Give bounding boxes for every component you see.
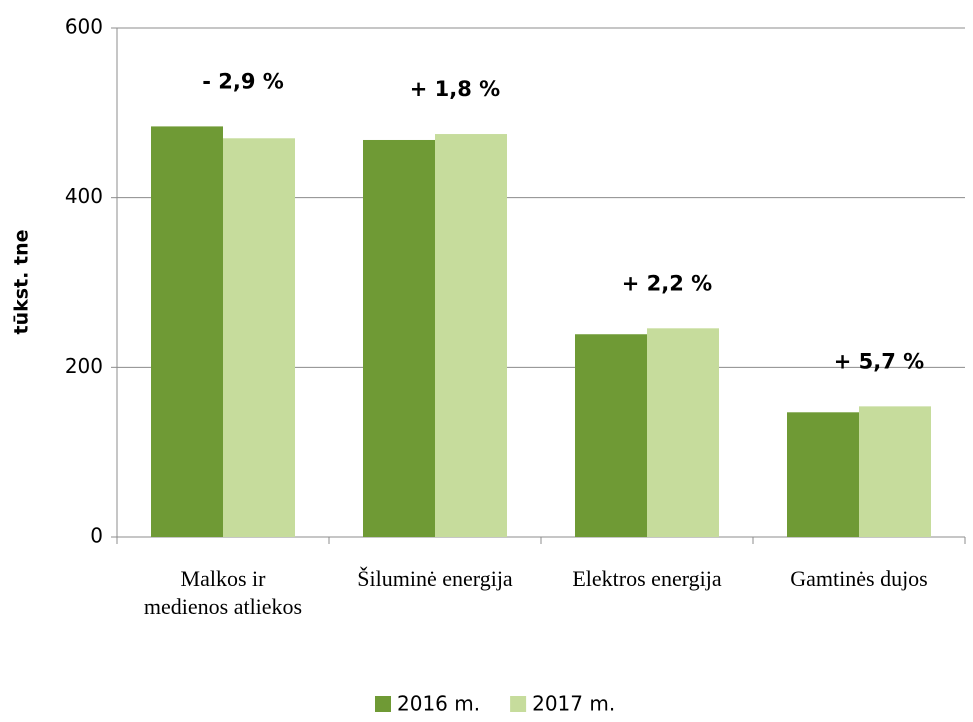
annotation: - 2,9 % bbox=[202, 69, 284, 93]
bar bbox=[151, 126, 223, 537]
x-tick-label: Gamtinės dujos bbox=[790, 566, 928, 591]
bar bbox=[575, 334, 647, 537]
y-tick-label: 600 bbox=[65, 15, 103, 39]
annotation: + 5,7 % bbox=[834, 349, 924, 373]
bar bbox=[363, 139, 435, 538]
bar bbox=[647, 328, 719, 537]
y-axis-label: tūkst. tne bbox=[11, 230, 33, 335]
bar bbox=[859, 406, 931, 537]
bar bbox=[223, 138, 295, 538]
legend-label: 2017 m. bbox=[532, 692, 615, 716]
legend-label: 2016 m. bbox=[397, 692, 480, 716]
bar bbox=[787, 412, 859, 537]
annotation: + 1,8 % bbox=[410, 77, 500, 101]
y-tick-label: 200 bbox=[65, 354, 103, 378]
legend-swatch bbox=[510, 696, 527, 712]
y-tick-label: 400 bbox=[65, 184, 103, 208]
x-tick-label: Elektros energija bbox=[572, 566, 722, 591]
x-tick-label: Malkos ir medienos atliekos bbox=[143, 566, 303, 619]
legend-swatch bbox=[375, 696, 391, 712]
annotation: + 2,2 % bbox=[622, 271, 712, 295]
x-tick-label: Šiluminė energija bbox=[357, 566, 513, 591]
y-tick-label: 0 bbox=[90, 524, 103, 548]
bar bbox=[435, 134, 507, 537]
